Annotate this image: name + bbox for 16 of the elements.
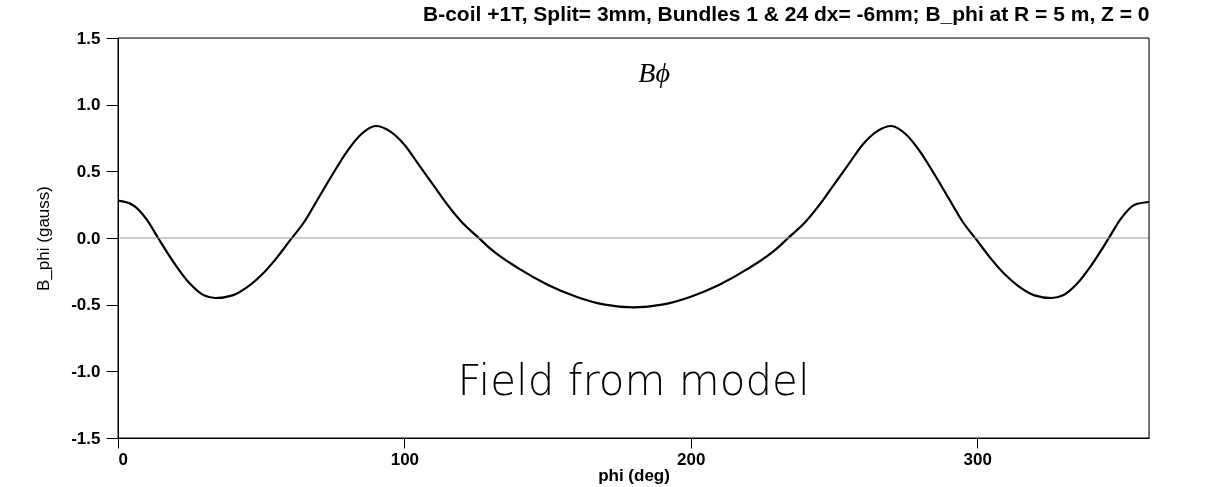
y-tick-label: 0.0 (76, 228, 101, 248)
x-tick-label: 200 (677, 449, 706, 469)
y-tick-label: -1.5 (71, 428, 101, 448)
chart-title: B-coil +1T, Split= 3mm, Bundles 1 & 24 dx= -6mm; B_phi at R = 5 m, Z = 0 (423, 2, 1150, 25)
annotation: Field from model (457, 356, 810, 405)
y-tick-label: 1.0 (76, 95, 101, 115)
x-tick-label: 100 (390, 449, 420, 469)
annotation: Bϕ (638, 57, 670, 88)
y-tick-label: -0.5 (71, 295, 101, 315)
y-axis-title: B_phi (gauss) (34, 186, 54, 291)
x-tick-label: 300 (963, 449, 992, 469)
y-tick-label: 1.5 (76, 28, 101, 48)
x-axis-title: phi (deg) (598, 465, 670, 485)
x-tick-label: 0 (118, 449, 128, 469)
y-tick-label: 0.5 (76, 161, 101, 181)
y-tick-label: -1.0 (71, 361, 101, 381)
